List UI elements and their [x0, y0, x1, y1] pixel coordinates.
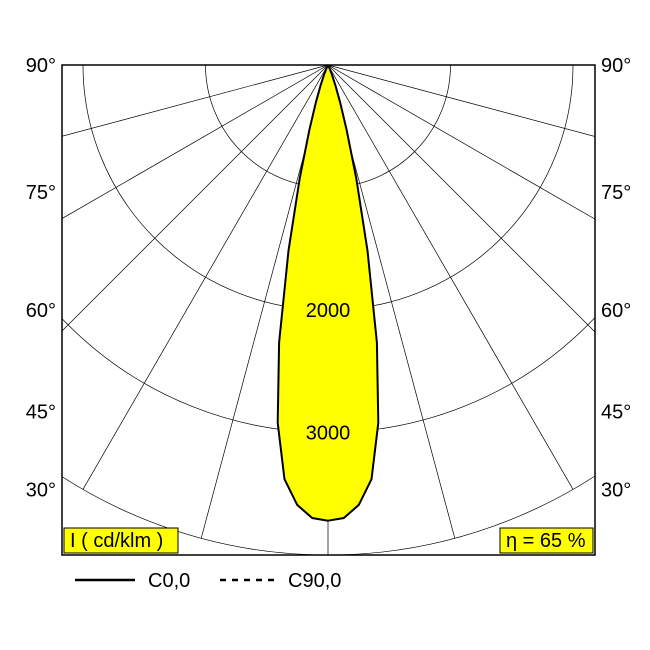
legend-c00: C0,0 — [148, 570, 190, 592]
angle-label-left: 75° — [26, 182, 56, 204]
angle-label-right: 45° — [601, 401, 631, 423]
angle-label-right: 60° — [601, 300, 631, 322]
angle-labels-right: 30°45°60°75°90°105° — [601, 0, 642, 501]
grid-group — [0, 0, 650, 555]
intensity-lobe — [278, 65, 379, 521]
ring-label: 3000 — [306, 423, 351, 445]
angle-labels-left: 30°45°60°75°90°105° — [15, 0, 56, 501]
unit-label: I ( cd/klm ) — [70, 530, 163, 552]
angle-label-left: 45° — [26, 401, 56, 423]
angle-label-right: 30° — [601, 479, 631, 501]
ring-label: 2000 — [306, 300, 351, 322]
legend-c900: C90,0 — [288, 570, 341, 592]
polar-chart-svg: 20003000 30°45°60°75°90°105° 30°45°60°75… — [0, 0, 650, 650]
angle-label-right: 90° — [601, 55, 631, 77]
angle-label-left: 30° — [26, 479, 56, 501]
efficiency-label: η = 65 % — [506, 530, 586, 552]
angle-label-right: 75° — [601, 182, 631, 204]
angle-label-left: 60° — [26, 300, 56, 322]
polar-chart-container: 20003000 30°45°60°75°90°105° 30°45°60°75… — [0, 0, 650, 650]
angle-label-left: 90° — [26, 55, 56, 77]
